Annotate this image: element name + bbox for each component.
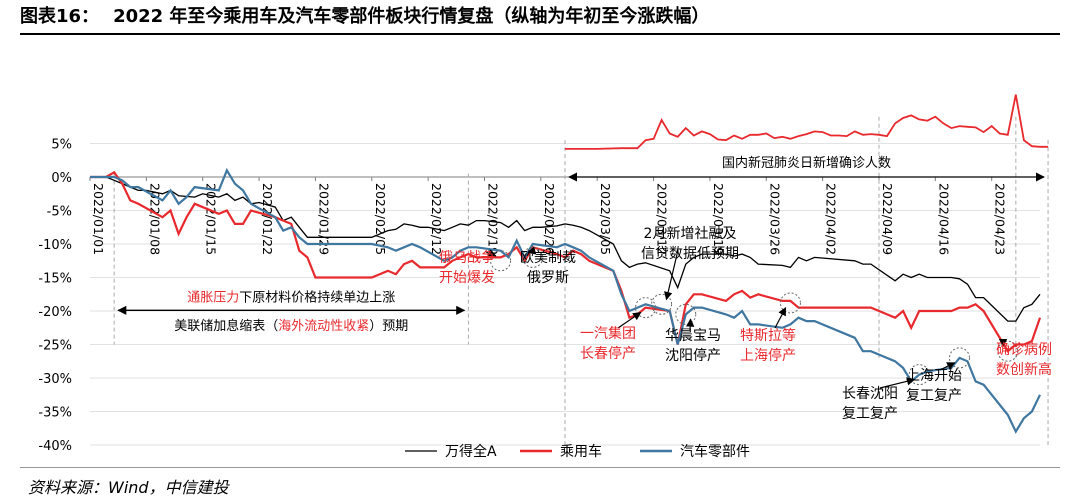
annotation-arrow bbox=[617, 311, 642, 329]
annotation-arrow bbox=[774, 307, 787, 329]
series-line-1 bbox=[90, 170, 1042, 353]
annotation-label: 华晨宝马 bbox=[665, 328, 721, 344]
figure-title: 2022 年至今乘用车及汽车零部件板块行情复盘（纵轴为年初至今涨跌幅） bbox=[113, 6, 710, 27]
x-tick-label: 2022/02/12 bbox=[429, 183, 444, 255]
annotation-label: 欧美制裁 bbox=[520, 250, 576, 266]
annotation-label: 沈阳停产 bbox=[665, 347, 721, 364]
annotation-circle bbox=[675, 303, 697, 325]
x-tick-label: 2022/01/08 bbox=[147, 183, 162, 255]
period-label-fed: 美联储加息缩表（海外流动性收紧）预期 bbox=[174, 318, 408, 334]
y-tick-label: -25% bbox=[38, 339, 72, 354]
annotation-label: 复工复产 bbox=[842, 405, 898, 422]
annotation-circle bbox=[779, 292, 801, 314]
annotation-label: 2月新增社融及 bbox=[644, 226, 737, 242]
annotation-label: 长春停产 bbox=[580, 345, 636, 362]
annotation-arrow bbox=[879, 377, 916, 389]
x-tick-label: 2022/01/01 bbox=[91, 183, 106, 255]
y-tick-label: 0% bbox=[51, 171, 72, 186]
y-tick-label: -20% bbox=[38, 305, 72, 320]
y-tick-label: -15% bbox=[38, 272, 72, 287]
x-tick-label: 2022/02/05 bbox=[373, 183, 388, 255]
x-tick-label: 2022/01/22 bbox=[260, 183, 275, 255]
annotation-label: 长春沈阳 bbox=[842, 386, 898, 402]
x-tick-label: 2022/04/09 bbox=[880, 183, 895, 255]
x-tick-label: 2022/02/19 bbox=[485, 183, 500, 255]
x-tick-label: 2022/03/05 bbox=[598, 183, 613, 255]
annotation-circle bbox=[490, 250, 512, 272]
annotation-arrow bbox=[685, 318, 695, 331]
annotation-circle bbox=[908, 364, 930, 386]
x-tick-label: 2022/04/23 bbox=[993, 183, 1008, 255]
annotation-label: 数创新高 bbox=[996, 361, 1052, 378]
bottom-rule bbox=[20, 467, 1060, 468]
annotation-label: 俄乌战争 bbox=[439, 250, 495, 266]
annotation-circle bbox=[997, 340, 1019, 362]
x-tick-label: 2022/03/12 bbox=[655, 183, 670, 255]
annotation-circle bbox=[635, 297, 657, 319]
series-line-covid bbox=[565, 94, 1049, 150]
figure-label: 图表16： bbox=[20, 6, 100, 27]
legend-label: 万得全A bbox=[445, 443, 497, 460]
y-tick-label: -35% bbox=[38, 406, 72, 421]
figure-source: 资料来源：Wind，中信建投 bbox=[28, 478, 229, 497]
x-tick-label: 2022/01/15 bbox=[204, 183, 219, 255]
y-tick-label: -30% bbox=[38, 372, 72, 387]
annotation-circle bbox=[522, 246, 544, 268]
annotation-label: 确诊病例 bbox=[996, 342, 1052, 358]
annotation-arrow bbox=[485, 249, 497, 258]
x-tick-label: 2022/03/26 bbox=[767, 183, 782, 255]
legend-label: 乘用车 bbox=[560, 443, 602, 460]
period-label-covid: 国内新冠肺炎日新增确诊人数 bbox=[722, 155, 891, 171]
annotation-arrow bbox=[527, 246, 537, 255]
annotation-label: 上海开始 bbox=[906, 368, 962, 384]
annotation-label: 上海停产 bbox=[740, 347, 796, 364]
x-tick-label: 2022/04/02 bbox=[824, 183, 839, 255]
annotation-arrow bbox=[939, 362, 956, 371]
x-tick-label: 2022/04/16 bbox=[936, 183, 951, 255]
annotation-label: 一汽集团 bbox=[580, 325, 636, 342]
annotation-label: 特斯拉等 bbox=[740, 327, 796, 344]
y-tick-label: -10% bbox=[38, 238, 72, 253]
annotation-label: 复工复产 bbox=[906, 387, 962, 404]
title-rule bbox=[20, 33, 1060, 35]
series-line-2 bbox=[90, 167, 1041, 434]
period-label-inflation: 通胀压力下原材料价格持续单边上涨 bbox=[187, 290, 395, 306]
x-tick-label: 2022/02/26 bbox=[542, 183, 557, 255]
y-tick-label: -5% bbox=[47, 205, 72, 220]
legend-label: 汽车零部件 bbox=[680, 443, 750, 460]
annotation-label: 俄罗斯 bbox=[527, 270, 569, 286]
annotation-circle bbox=[651, 293, 673, 315]
y-tick-label: 5% bbox=[51, 138, 72, 153]
y-tick-label: -40% bbox=[38, 439, 72, 454]
annotation-circle bbox=[948, 347, 970, 369]
x-tick-label: 2022/03/19 bbox=[711, 183, 726, 255]
annotation-label: 开始爆发 bbox=[439, 270, 495, 286]
annotation-arrow bbox=[664, 249, 679, 301]
series-line-0 bbox=[90, 176, 1041, 322]
chart: 5% 0% -5% -10% -15% -20% -25% -30% -35% -40% 2022/… bbox=[38, 94, 1052, 460]
annotation-label: 信贷数据低预期 bbox=[641, 246, 739, 262]
figure-title-bar: 图表16： 2022 年至今乘用车及汽车零部件板块行情复盘（纵轴为年初至今涨跌幅） bbox=[20, 2, 709, 28]
